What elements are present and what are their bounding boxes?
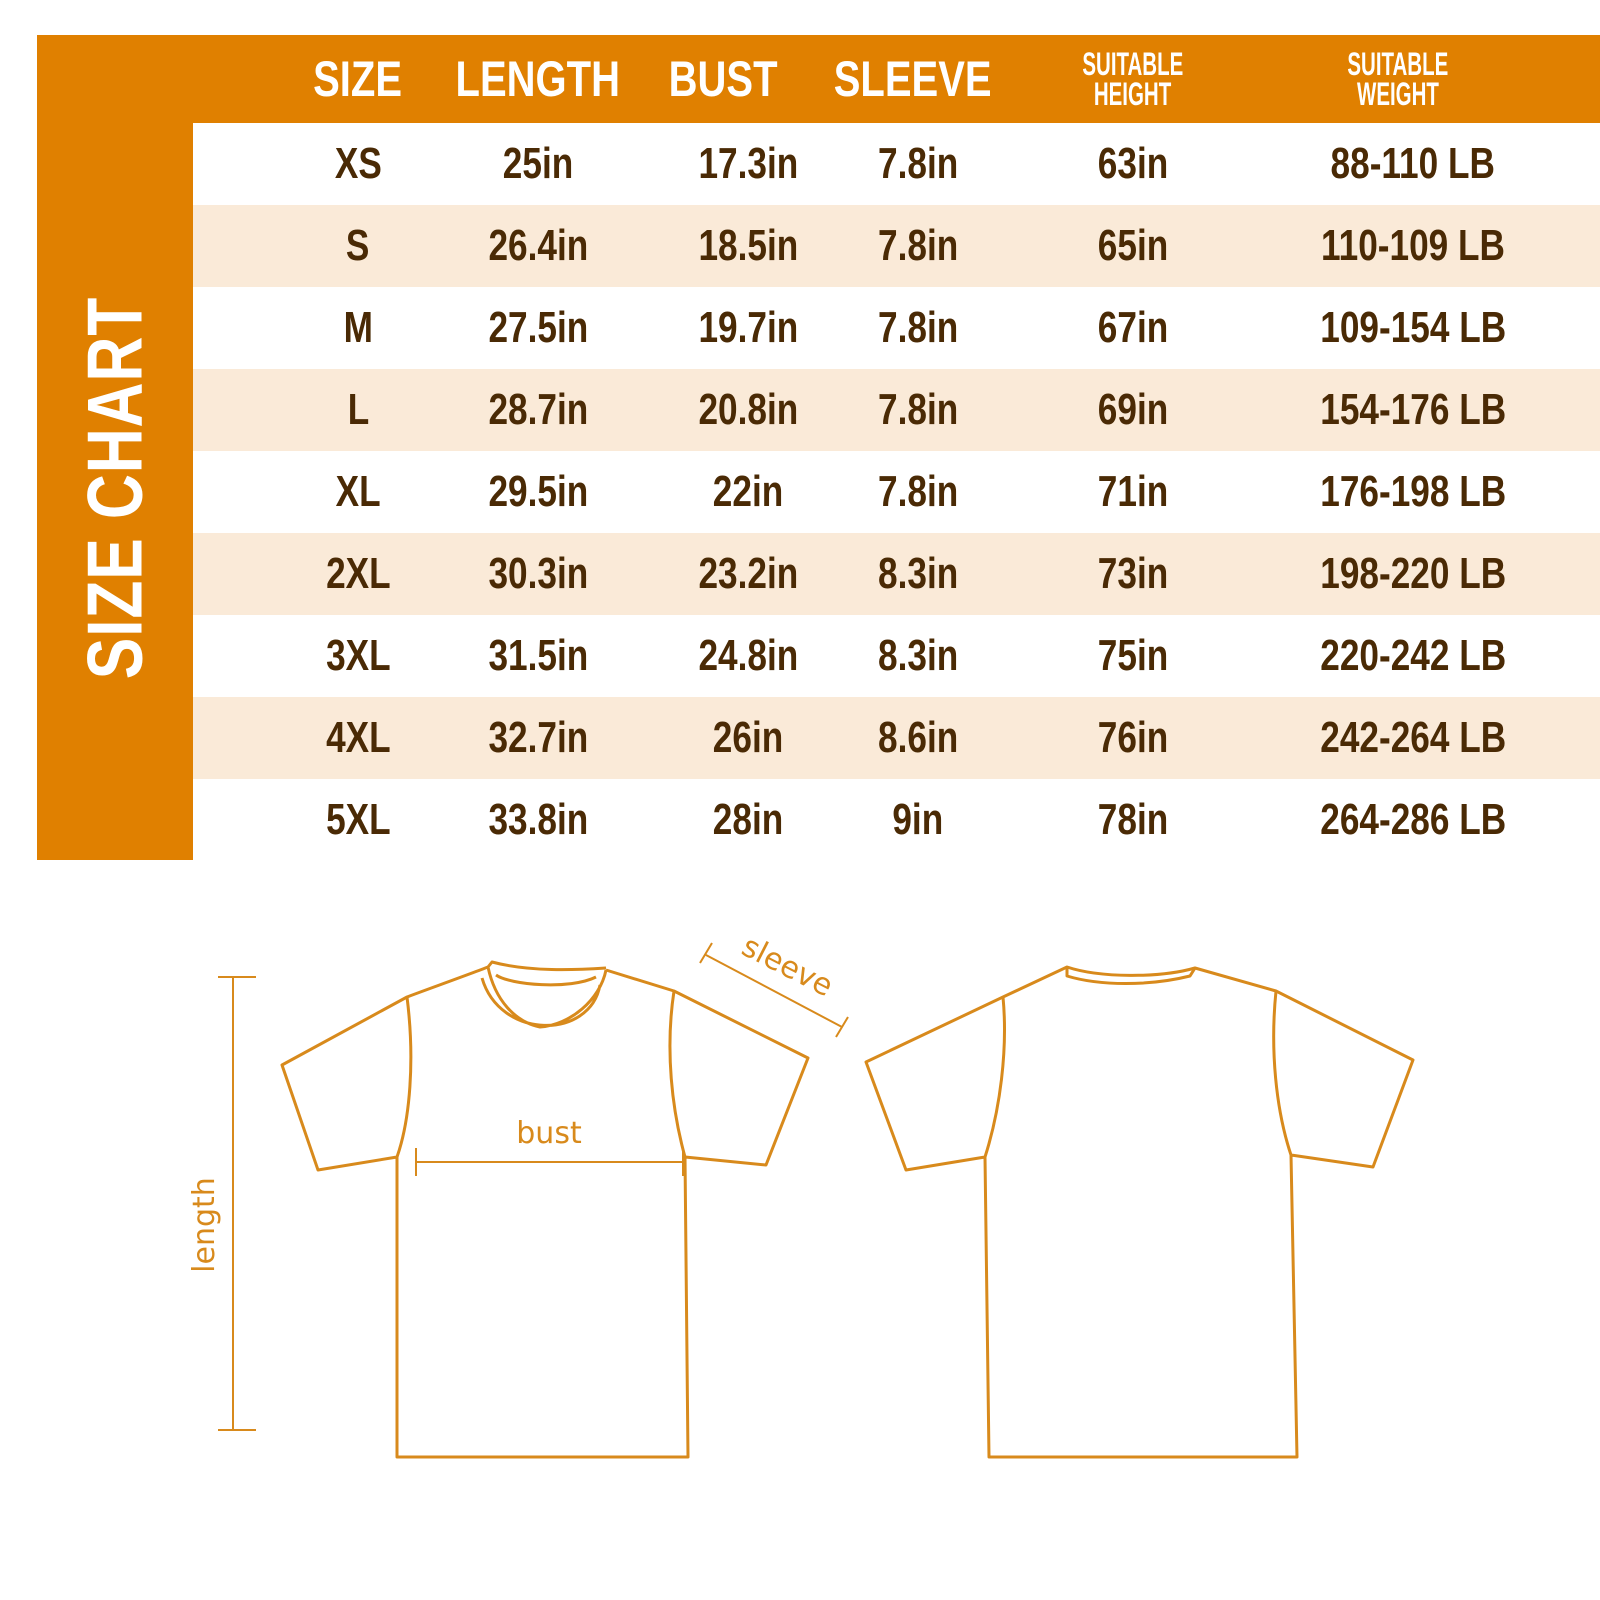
cell-height: 69in (1097, 385, 1169, 434)
cell-length: 30.3in (488, 549, 588, 598)
cell-sleeve: 8.6in (877, 713, 959, 762)
cell-bust: 28in (712, 795, 784, 844)
cell-sleeve: 9in (892, 795, 944, 844)
cell-size: M (343, 303, 373, 352)
table-row: XL 29.5in 22in 7.8in 71in 176-198 LB (193, 451, 1600, 533)
cell-sleeve: 7.8in (877, 139, 959, 188)
bust-label: bust (516, 1116, 582, 1151)
cell-size: 4XL (325, 713, 391, 762)
cell-sleeve: 7.8in (877, 385, 959, 434)
front-tshirt-outline (280, 960, 810, 1459)
table-row: 3XL 31.5in 24.8in 8.3in 75in 220-242 LB (193, 615, 1600, 697)
cell-sleeve: 8.3in (877, 631, 959, 680)
cell-length: 25in (502, 139, 574, 188)
cell-weight: 198-220 LB (1320, 549, 1506, 598)
cell-sleeve: 7.8in (877, 221, 959, 270)
cell-size: XL (335, 467, 381, 516)
header-length: LENGTH (455, 51, 621, 107)
cell-length: 28.7in (488, 385, 588, 434)
cell-weight: 176-198 LB (1320, 467, 1506, 516)
cell-size: XS (334, 139, 382, 188)
cell-length: 32.7in (488, 713, 588, 762)
cell-height: 65in (1097, 221, 1169, 270)
sleeve-measure-line (699, 942, 849, 1038)
cell-bust: 18.5in (698, 221, 798, 270)
cell-height: 73in (1097, 549, 1169, 598)
cell-size: L (347, 385, 369, 434)
table-row: 2XL 30.3in 23.2in 8.3in 73in 198-220 LB (193, 533, 1600, 615)
cell-height: 63in (1097, 139, 1169, 188)
header-suitable-height: SUITABLE HEIGHT (1082, 46, 1184, 112)
cell-bust: 26in (712, 713, 784, 762)
cell-bust: 23.2in (698, 549, 798, 598)
table-row: XS 25in 17.3in 7.8in 63in 88-110 LB (193, 123, 1600, 205)
cell-weight: 88-110 LB (1330, 139, 1496, 188)
cell-size: 3XL (325, 631, 391, 680)
header-sleeve: SLEEVE (834, 51, 992, 107)
cell-length: 33.8in (488, 795, 588, 844)
table-row: L 28.7in 20.8in 7.8in 69in 154-176 LB (193, 369, 1600, 451)
table-header: SIZE LENGTH BUST SLEEVE SUITABLE HEIGHT S… (193, 35, 1600, 123)
back-tshirt-outline (864, 965, 1415, 1459)
cell-length: 31.5in (488, 631, 588, 680)
bust-measure-line (415, 1148, 684, 1176)
sleeve-label: sleeve (736, 929, 838, 1004)
cell-height: 75in (1097, 631, 1169, 680)
cell-length: 29.5in (488, 467, 588, 516)
cell-size: 2XL (325, 549, 391, 598)
cell-size: 5XL (325, 795, 391, 844)
table-row: 5XL 33.8in 28in 9in 78in 264-286 LB (193, 779, 1600, 861)
cell-bust: 19.7in (698, 303, 798, 352)
cell-height: 78in (1097, 795, 1169, 844)
header-suitable-weight: SUITABLE WEIGHT (1347, 46, 1449, 112)
cell-height: 76in (1097, 713, 1169, 762)
cell-sleeve: 8.3in (877, 549, 959, 598)
cell-height: 71in (1097, 467, 1169, 516)
cell-weight: 264-286 LB (1320, 795, 1506, 844)
cell-size: S (346, 221, 370, 270)
cell-length: 26.4in (488, 221, 588, 270)
cell-height: 67in (1097, 303, 1169, 352)
cell-sleeve: 7.8in (877, 467, 959, 516)
cell-weight: 220-242 LB (1320, 631, 1506, 680)
table-row: S 26.4in 18.5in 7.8in 65in 110-109 LB (193, 205, 1600, 287)
length-label: length (187, 1177, 222, 1273)
cell-length: 27.5in (488, 303, 588, 352)
cell-bust: 17.3in (698, 139, 798, 188)
header-size: SIZE (313, 51, 403, 107)
cell-bust: 22in (712, 467, 784, 516)
cell-weight: 242-264 LB (1320, 713, 1506, 762)
header-bust: BUST (668, 51, 778, 107)
cell-weight: 110-109 LB (1321, 221, 1505, 270)
cell-bust: 24.8in (698, 631, 798, 680)
cell-sleeve: 7.8in (877, 303, 959, 352)
size-chart-table: SIZE CHART SIZE LENGTH BUST SLEEVE SUITA… (37, 35, 1600, 861)
cell-weight: 109-154 LB (1320, 303, 1506, 352)
cell-weight: 154-176 LB (1320, 385, 1506, 434)
table-row: 4XL 32.7in 26in 8.6in 76in 242-264 LB (193, 697, 1600, 779)
cell-bust: 20.8in (698, 385, 798, 434)
length-measure-line (218, 976, 256, 1431)
table-row: M 27.5in 19.7in 7.8in 67in 109-154 LB (193, 287, 1600, 369)
